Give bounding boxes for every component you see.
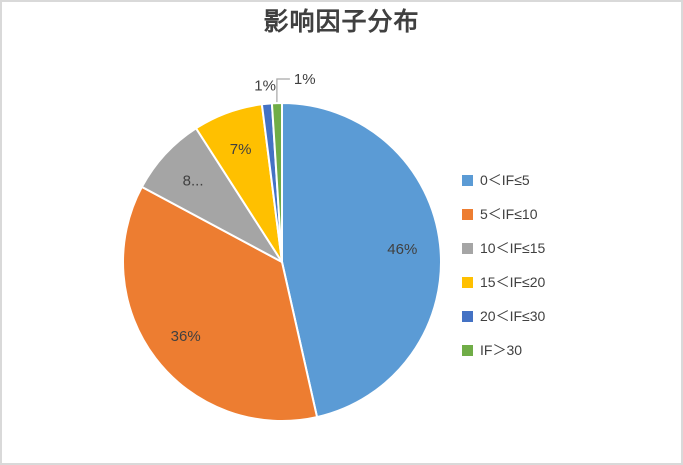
data-label-1: 36% <box>171 328 201 345</box>
legend-item-2[interactable]: 10＜IF≤15 <box>462 241 545 255</box>
data-label-5: 1% <box>294 71 316 88</box>
data-label-4: 1% <box>254 77 276 94</box>
legend-swatch-icon <box>462 310 473 322</box>
pie-slice-5[interactable] <box>270 102 283 263</box>
legend-swatch-icon <box>462 208 473 220</box>
legend-label: 0＜IF≤5 <box>480 172 530 188</box>
legend-swatch-icon <box>462 242 473 254</box>
legend-item-0[interactable]: 0＜IF≤5 <box>462 173 545 187</box>
chart-title: 影响因子分布 <box>263 9 420 36</box>
legend-label: 20＜IF≤30 <box>480 308 546 324</box>
legend-swatch-icon <box>462 344 473 356</box>
legend-label: 5＜IF≤10 <box>480 206 538 222</box>
legend-label: 10＜IF≤15 <box>480 240 546 256</box>
legend-swatch-icon <box>462 174 473 186</box>
legend-item-3[interactable]: 15＜IF≤20 <box>462 275 545 289</box>
legend-swatch-icon <box>462 276 473 288</box>
pie-slice-0[interactable] <box>281 102 442 419</box>
legend: 0＜IF≤5 5＜IF≤10 10＜IF≤15 15＜IF≤20 20＜IF≤30 IF＞… <box>462 173 545 377</box>
pie-slice-1[interactable] <box>122 185 319 422</box>
legend-item-4[interactable]: 20＜IF≤30 <box>462 309 545 323</box>
legend-item-1[interactable]: 5＜IF≤10 <box>462 207 545 221</box>
legend-label: IF＞30 <box>480 342 523 358</box>
data-label-2: 8... <box>183 172 204 189</box>
legend-label: 15＜IF≤20 <box>480 274 546 290</box>
leader-line <box>276 78 290 103</box>
data-label-0: 46% <box>387 241 417 258</box>
data-label-3: 7% <box>230 141 252 158</box>
legend-item-5[interactable]: IF＞30 <box>462 343 545 357</box>
